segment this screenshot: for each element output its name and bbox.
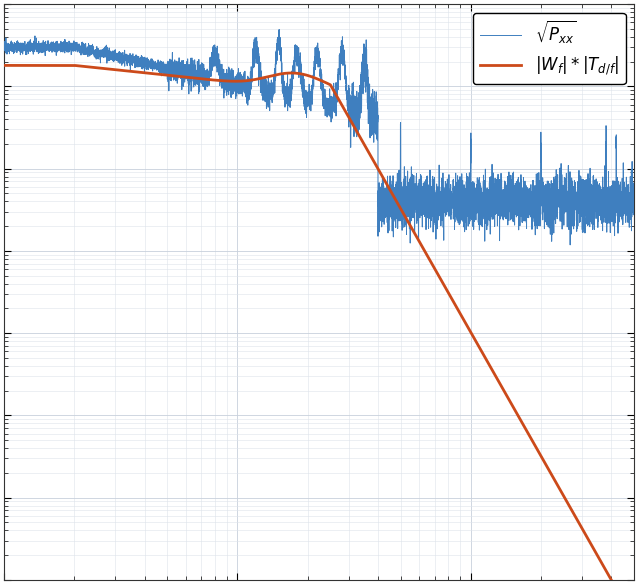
$|W_f| * |T_{d/f}|$ bbox=[228, 78, 236, 85]
$\sqrt{P_{xx}}$ bbox=[32, 43, 40, 50]
$|W_f| * |T_{d/f}|$ bbox=[467, 329, 475, 336]
$|W_f| * |T_{d/f}|$ bbox=[401, 211, 408, 218]
Legend: $\sqrt{P_{xx}}$, $|W_f| * |T_{d/f}|$: $\sqrt{P_{xx}}$, $|W_f| * |T_{d/f}|$ bbox=[473, 12, 625, 84]
$\sqrt{P_{xx}}$ bbox=[630, 190, 637, 197]
$\sqrt{P_{xx}}$ bbox=[228, 83, 236, 90]
$|W_f| * |T_{d/f}|$ bbox=[373, 163, 381, 170]
$\sqrt{P_{xx}}$ bbox=[467, 201, 475, 208]
$\sqrt{P_{xx}}$ bbox=[1, 44, 8, 51]
$\sqrt{P_{xx}}$ bbox=[401, 200, 408, 207]
$|W_f| * |T_{d/f}|$ bbox=[501, 388, 508, 395]
$\sqrt{P_{xx}}$ bbox=[373, 123, 381, 130]
$\sqrt{P_{xx}}$ bbox=[501, 197, 508, 204]
Line: $\sqrt{P_{xx}}$: $\sqrt{P_{xx}}$ bbox=[4, 29, 634, 245]
$\sqrt{P_{xx}}$ bbox=[567, 241, 574, 248]
$|W_f| * |T_{d/f}|$ bbox=[1, 62, 8, 69]
$\sqrt{P_{xx}}$ bbox=[276, 26, 283, 33]
Line: $|W_f| * |T_{d/f}|$: $|W_f| * |T_{d/f}|$ bbox=[4, 65, 634, 584]
$|W_f| * |T_{d/f}|$ bbox=[32, 62, 40, 69]
